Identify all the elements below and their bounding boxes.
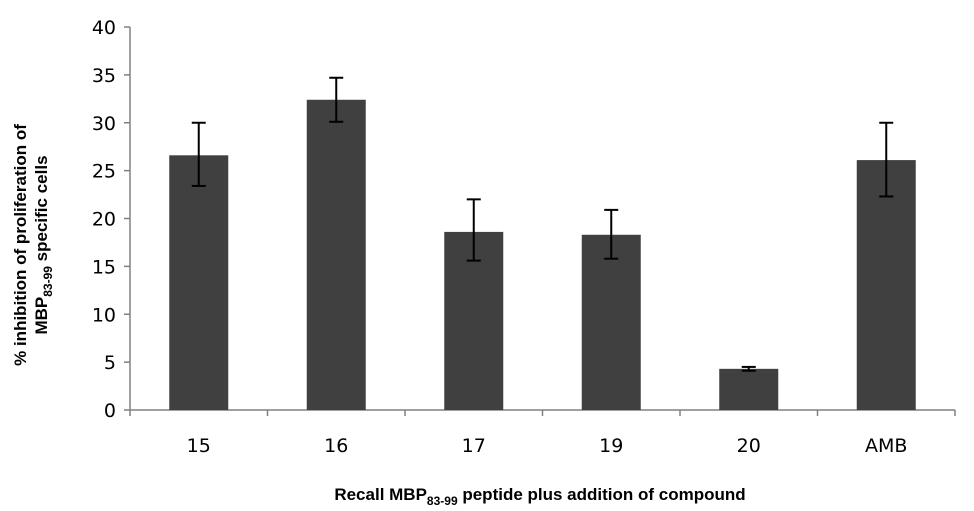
error-bars xyxy=(191,76,894,372)
y-axis-title-line2: MBP83-99 specific cells xyxy=(32,155,55,334)
x-tick-label-20: 20 xyxy=(737,435,761,457)
x-tick-label-15: 15 xyxy=(187,435,211,457)
x-tick-label-AMB: AMB xyxy=(865,435,907,457)
y-tick-label-8: 40 xyxy=(92,17,116,39)
y-axis-title-line1: % inhibition of proliferation of xyxy=(11,124,30,366)
y-tick-label-3: 15 xyxy=(92,256,116,278)
y-axis-title-subscript: 83-99 xyxy=(41,266,55,297)
x-tick-label-16: 16 xyxy=(324,435,348,457)
x-axis-title-suffix: peptide plus addition of compound xyxy=(458,485,746,504)
y-axis-title-mbp: MBP xyxy=(32,297,51,335)
bar-19 xyxy=(581,234,641,410)
bar-15 xyxy=(169,155,229,410)
x-tick-label-17: 17 xyxy=(462,435,486,457)
x-tick-label-19: 19 xyxy=(599,435,623,457)
y-axis: 0 5 10 15 20 25 30 35 40 xyxy=(92,17,131,422)
x-axis xyxy=(129,409,956,416)
y-tick-label-7: 35 xyxy=(92,65,116,87)
x-axis-title-subscript: 83-99 xyxy=(427,494,458,508)
y-tick-label-2: 10 xyxy=(92,304,116,326)
bar-AMB xyxy=(856,160,916,410)
y-axis-title-suffix: specific cells xyxy=(32,155,51,266)
x-axis-title-prefix: Recall MBP xyxy=(334,485,427,504)
bar-20 xyxy=(719,368,779,410)
bar-16 xyxy=(306,99,366,411)
y-tick-label-0: 0 xyxy=(104,400,116,422)
x-tick-labels: 15 16 17 19 20 AMB xyxy=(187,435,908,457)
bars xyxy=(169,99,916,411)
y-tick-label-1: 5 xyxy=(104,352,116,374)
x-axis-title: Recall MBP83-99 peptide plus addition of… xyxy=(334,485,745,508)
y-tick-label-6: 30 xyxy=(92,113,116,135)
y-tick-label-5: 25 xyxy=(92,161,116,183)
y-tick-label-4: 20 xyxy=(92,209,116,231)
